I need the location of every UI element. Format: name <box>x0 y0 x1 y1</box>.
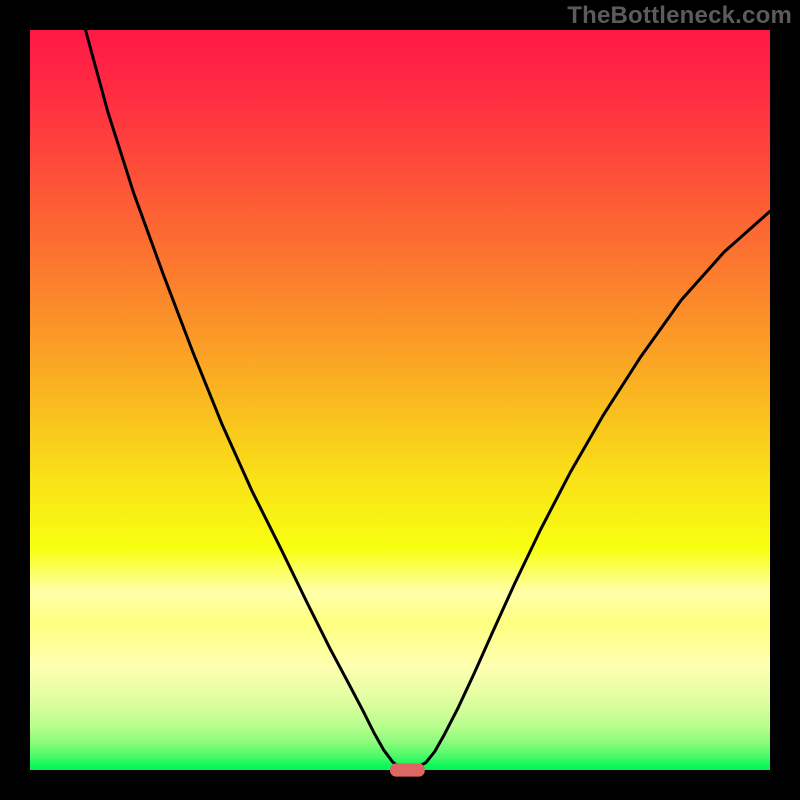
plot-area-gradient-background <box>30 30 770 770</box>
watermark-text: TheBottleneck.com <box>567 2 792 30</box>
optimum-marker <box>390 763 425 776</box>
chart-root: TheBottleneck.com <box>0 0 800 800</box>
chart-svg <box>0 0 800 800</box>
